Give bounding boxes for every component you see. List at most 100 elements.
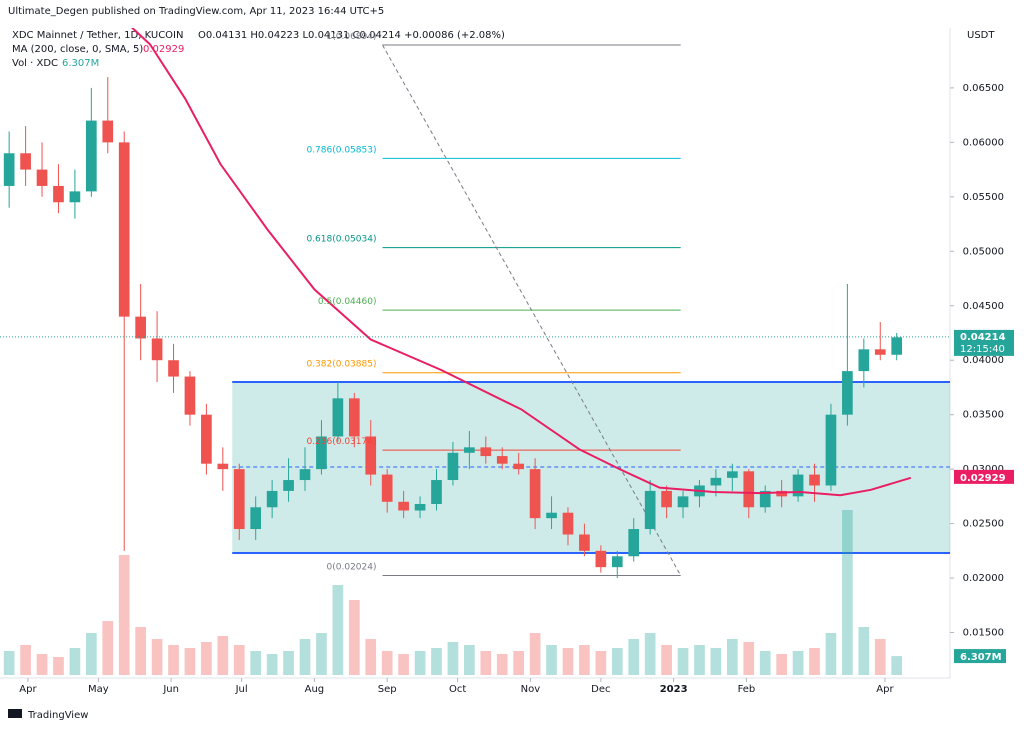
vol-tag <box>954 649 1006 664</box>
candle-body <box>480 447 492 457</box>
volume-bar <box>464 645 475 675</box>
x-tick-label: Apr <box>876 684 894 695</box>
candle-body <box>102 120 114 143</box>
price-tag <box>954 329 1014 356</box>
candle-body <box>792 474 804 497</box>
candle-body <box>628 529 640 557</box>
volume-bar <box>414 651 426 675</box>
candle-body <box>414 503 426 511</box>
candle-body <box>381 474 393 502</box>
volume-bar <box>20 645 31 675</box>
published: Ultimate_Degen published on TradingView.… <box>8 6 384 17</box>
fib-label: 0.5(0.04460) <box>318 297 377 307</box>
volume-bar <box>595 651 607 675</box>
ma-tag <box>954 469 1014 484</box>
volume-bar <box>529 633 541 675</box>
candle-body <box>299 469 311 481</box>
brand: TradingView <box>27 710 88 721</box>
y-tick-label: 0.01500 <box>963 628 1004 639</box>
volume-bar <box>283 651 294 675</box>
candle-body <box>365 436 377 475</box>
candle-body <box>611 556 623 568</box>
x-tick-label: Aug <box>305 684 325 695</box>
fib-label: 0.382(0.03885) <box>306 360 376 370</box>
x-tick-label: May <box>88 684 109 695</box>
candle-body <box>447 452 459 481</box>
candle-body <box>250 507 262 530</box>
candle-body <box>644 490 656 530</box>
fib-label: 0.236(0.03174) <box>306 437 376 447</box>
candle-body <box>316 436 327 470</box>
y-tick-label: 0.05000 <box>963 246 1004 257</box>
candle-body <box>233 469 245 530</box>
volume-bar <box>53 657 64 675</box>
volume-bar <box>431 648 442 675</box>
volume-bar <box>332 585 344 675</box>
volume-bar <box>316 633 327 675</box>
candle-body <box>151 338 163 361</box>
candle-body <box>546 512 557 519</box>
candle-body <box>726 471 738 478</box>
volume-bar <box>135 627 146 675</box>
candle-body <box>776 490 787 497</box>
candle-body <box>217 463 229 470</box>
candle-body <box>743 471 755 508</box>
volume-bar <box>299 639 311 675</box>
volume-bar <box>365 639 377 675</box>
candle-body <box>825 414 837 486</box>
volume-bar <box>201 642 212 675</box>
volume-bar <box>579 645 590 675</box>
volume-bar <box>266 654 278 675</box>
volume-bar <box>562 648 574 675</box>
volume-bar <box>513 651 525 675</box>
candle-body <box>398 501 409 511</box>
y-tick-label: 0.02500 <box>963 519 1004 530</box>
y-tick-label: 0.05500 <box>963 192 1004 203</box>
volume-bar <box>809 648 820 675</box>
candle-body <box>595 550 607 568</box>
candle-body <box>891 337 903 355</box>
x-tick-label: Oct <box>449 684 466 695</box>
volume-bar <box>102 621 114 675</box>
candle-body <box>283 480 294 491</box>
candle-body <box>36 169 48 186</box>
candle-body <box>266 490 278 508</box>
candle-body <box>579 534 590 551</box>
ma-tag-label: 0.02929 <box>960 473 1006 484</box>
candle-body <box>135 316 146 339</box>
candle-body <box>496 456 508 464</box>
y-tick-label: 0.02000 <box>963 573 1004 584</box>
x-tick-label: Feb <box>738 684 756 695</box>
volume-bar <box>874 639 886 675</box>
candle-body <box>842 371 853 415</box>
volume-bar <box>348 600 360 675</box>
volume-bar <box>168 645 179 675</box>
vol-legend-value: 6.307M <box>62 58 99 69</box>
volume-bar <box>825 633 837 675</box>
volume-bar <box>36 654 48 675</box>
volume-bar <box>792 651 804 675</box>
candle-body <box>759 490 771 508</box>
volume-bar <box>842 510 853 675</box>
volume-bar <box>891 656 903 675</box>
x-tick-label: Sep <box>378 684 397 695</box>
volume-bar <box>743 642 755 675</box>
currency: USDT <box>967 30 995 41</box>
x-tick-label: Nov <box>521 684 541 695</box>
volume-bar <box>480 651 492 675</box>
candle-body <box>431 480 442 504</box>
candle-body <box>710 477 722 486</box>
vol-legend: Vol · XDC <box>12 58 58 69</box>
volume-bar <box>661 645 672 675</box>
volume-bar <box>85 633 97 675</box>
candle-body <box>858 349 870 372</box>
candle-body <box>85 120 97 192</box>
candle-body <box>53 185 64 203</box>
countdown-label: 12:15:40 <box>960 344 1005 355</box>
volume-bar <box>184 648 196 675</box>
volume-bar <box>381 651 393 675</box>
volume-bar <box>694 645 705 675</box>
volume-bar <box>644 633 656 675</box>
